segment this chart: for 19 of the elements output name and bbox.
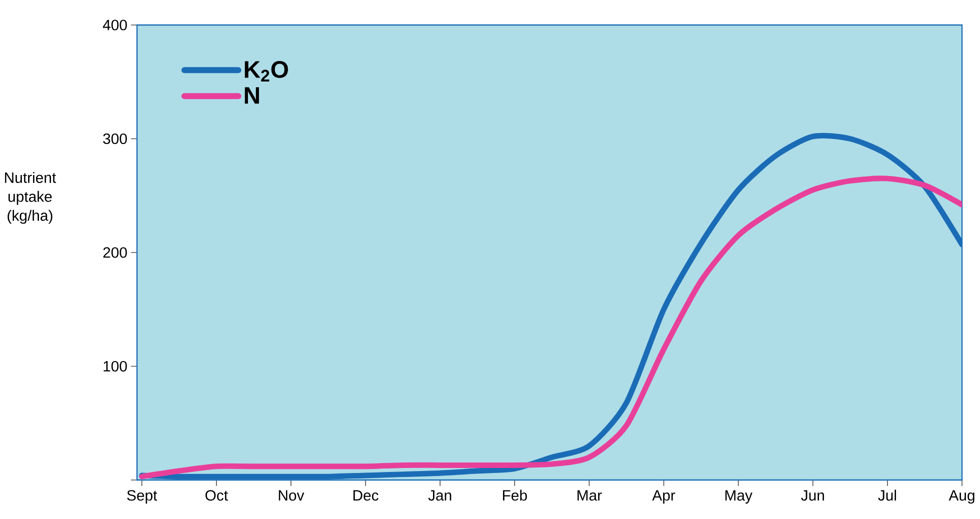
x-tick-label: Jan [428,490,452,501]
x-tick-label: May [725,490,752,504]
x-tick-label: Sept [127,490,158,504]
x-tick-label: Feb [502,490,527,501]
x-tick-label: Dec [353,490,378,501]
x-tick-label: Apr [652,490,676,504]
y-axis-title: Nutrient uptake (kg/ha) [5,172,56,224]
x-tick-label: Nov [278,490,304,501]
x-tick-label: Jul [878,490,896,501]
x-tick-label: Aug [948,490,974,504]
legend-label: N [244,87,259,104]
y-tick-label: 200 [103,247,127,258]
x-tick-label: Jun [801,490,824,501]
y-tick-label: 100 [104,360,127,372]
x-tick-label: Oct [205,490,228,501]
y-tick-label: 300 [103,133,127,144]
x-tick-label: Mar [578,490,602,501]
legend-label: K$_{2}$O [244,61,288,82]
y-tick-label: 400 [102,20,127,30]
